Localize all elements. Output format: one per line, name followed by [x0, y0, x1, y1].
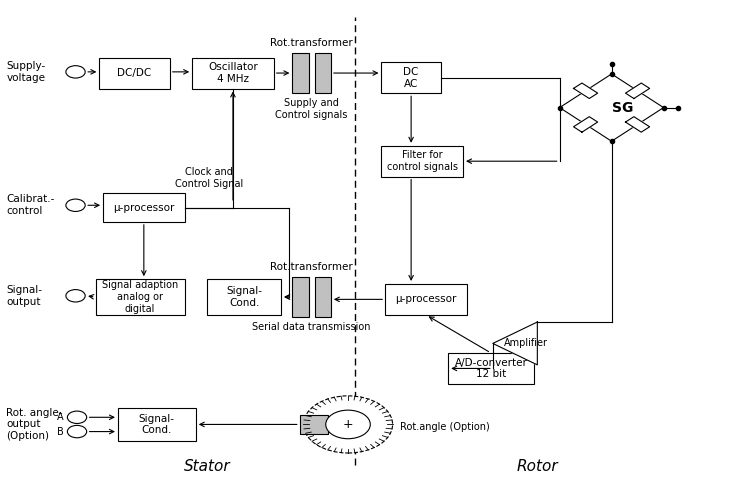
Circle shape [325, 410, 370, 439]
Circle shape [66, 66, 85, 78]
Text: A/D-converter
12 bit: A/D-converter 12 bit [455, 358, 527, 379]
Bar [103, 193, 185, 222]
Polygon shape [625, 117, 650, 132]
Text: Oscillator
4 MHz: Oscillator 4 MHz [208, 62, 258, 84]
Polygon shape [574, 117, 598, 132]
Bar [381, 62, 441, 94]
Bar [381, 146, 463, 177]
Circle shape [67, 426, 87, 438]
Text: μ-processor: μ-processor [395, 295, 457, 304]
Bar [385, 284, 467, 315]
Text: Stator: Stator [184, 459, 230, 474]
Bar [315, 53, 331, 94]
Bar [192, 57, 274, 89]
Text: +: + [343, 418, 353, 431]
Polygon shape [625, 83, 650, 98]
Polygon shape [574, 83, 598, 98]
Bar [207, 279, 281, 315]
Text: Signal adaption
analog or
digital: Signal adaption analog or digital [102, 281, 178, 314]
Bar [315, 277, 331, 317]
Text: Serial data transmission: Serial data transmission [252, 322, 371, 332]
Text: Amplifier: Amplifier [504, 338, 548, 348]
Text: Clock and
Control Signal: Clock and Control Signal [175, 167, 243, 188]
Text: SG: SG [612, 101, 634, 115]
Text: Signal-
Cond.: Signal- Cond. [226, 286, 262, 308]
Bar [448, 353, 533, 384]
Circle shape [67, 411, 87, 424]
Text: Rot.transformer: Rot.transformer [270, 262, 353, 272]
Text: Rot. angle-
output
(Option): Rot. angle- output (Option) [7, 408, 63, 441]
Bar [96, 279, 185, 315]
Bar [292, 277, 309, 317]
Text: Calibrat.-
control: Calibrat.- control [7, 194, 55, 216]
Text: A: A [57, 412, 64, 422]
Bar [118, 408, 196, 441]
Bar [300, 415, 328, 434]
Text: DC
AC: DC AC [403, 67, 419, 89]
Text: Supply and
Control signals: Supply and Control signals [275, 98, 348, 120]
Text: Rot.transformer: Rot.transformer [270, 38, 353, 48]
Text: Rot.angle (Option): Rot.angle (Option) [400, 422, 490, 432]
Text: μ-processor: μ-processor [113, 202, 174, 213]
Circle shape [66, 199, 85, 212]
Text: B: B [57, 427, 64, 437]
Text: Signal-
output: Signal- output [7, 285, 43, 307]
Text: Rotor: Rotor [517, 459, 558, 474]
Text: Signal-
Cond.: Signal- Cond. [139, 414, 175, 435]
Text: Filter for
control signals: Filter for control signals [387, 150, 458, 172]
Bar [99, 57, 170, 89]
Bar [292, 53, 309, 94]
Polygon shape [493, 322, 537, 365]
Text: DC/DC: DC/DC [117, 68, 152, 78]
Text: Supply-
voltage: Supply- voltage [7, 61, 46, 82]
Circle shape [304, 396, 393, 453]
Circle shape [66, 290, 85, 302]
